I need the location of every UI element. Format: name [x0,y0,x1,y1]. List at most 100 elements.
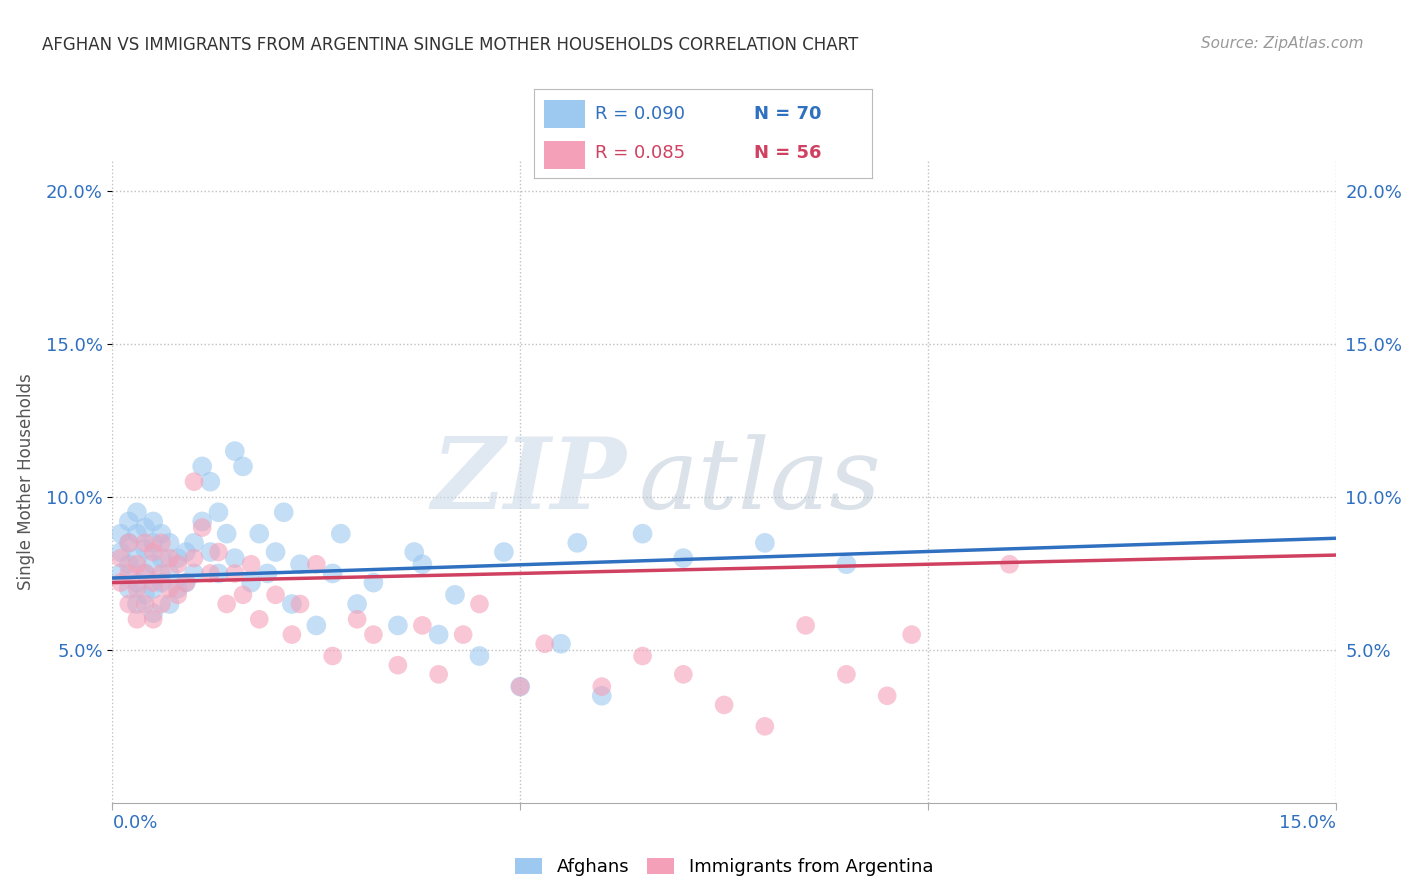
Point [125,505,148,519]
Point [754,536,776,550]
Point [468,597,491,611]
Point [150,575,173,590]
Point [159,566,181,581]
Point [118,536,141,550]
Point [166,582,188,596]
Point [247,526,270,541]
Point [247,612,270,626]
Point [200,545,222,559]
Point [305,618,328,632]
Point [224,444,246,458]
Point [118,515,141,529]
Point [110,575,132,590]
Point [509,680,531,694]
Point [346,597,368,611]
Point [142,515,165,529]
Point [183,536,205,550]
Point [134,566,156,581]
Point [110,551,132,566]
Point [273,505,295,519]
Point [207,545,229,559]
Point [125,551,148,566]
Point [110,526,132,541]
Text: R = 0.090: R = 0.090 [595,105,685,123]
Text: Source: ZipAtlas.com: Source: ZipAtlas.com [1201,36,1364,51]
Text: N = 56: N = 56 [754,145,821,162]
Point [631,648,654,663]
Point [125,612,148,626]
Text: R = 0.085: R = 0.085 [595,145,685,162]
Point [166,558,188,572]
Point [232,459,254,474]
Point [174,575,197,590]
Point [288,597,311,611]
Point [150,536,173,550]
Point [256,566,278,581]
Point [215,597,238,611]
Point [142,575,165,590]
Point [125,597,148,611]
Point [150,551,173,566]
Point [207,505,229,519]
Text: 15.0%: 15.0% [1278,814,1336,832]
Point [509,680,531,694]
Point [411,558,433,572]
Point [142,606,165,620]
Text: 0.0%: 0.0% [112,814,157,832]
Point [224,566,246,581]
Point [118,536,141,550]
Point [451,627,474,641]
Point [191,520,214,534]
Text: ZIP: ZIP [432,434,626,530]
Point [134,566,156,581]
Point [900,627,922,641]
Text: N = 70: N = 70 [754,105,821,123]
Point [672,667,695,681]
Point [672,551,695,566]
Point [110,566,132,581]
Point [142,582,165,596]
Point [191,459,214,474]
Point [134,536,156,550]
Point [134,588,156,602]
Point [134,541,156,556]
Point [125,526,148,541]
Point [631,526,654,541]
Text: AFGHAN VS IMMIGRANTS FROM ARGENTINA SINGLE MOTHER HOUSEHOLDS CORRELATION CHART: AFGHAN VS IMMIGRANTS FROM ARGENTINA SING… [42,36,859,54]
Bar [544,141,585,169]
Point [998,558,1021,572]
Point [444,588,467,602]
Point [200,566,222,581]
Point [125,575,148,590]
Point [288,558,311,572]
Point [240,558,263,572]
Point [468,648,491,663]
Point [363,575,385,590]
Point [224,551,246,566]
Point [166,588,188,602]
Point [794,618,817,632]
Point [150,526,173,541]
Point [567,536,589,550]
Point [159,536,181,550]
Point [150,566,173,581]
Point [550,637,572,651]
Point [174,545,197,559]
Point [142,612,165,626]
Point [118,558,141,572]
Point [835,558,858,572]
Point [281,627,304,641]
Point [200,475,222,489]
Point [118,566,141,581]
Point [183,475,205,489]
Point [322,648,344,663]
Point [142,545,165,559]
Point [191,515,214,529]
Point [174,575,197,590]
Point [183,566,205,581]
Point [322,566,344,581]
Point [264,545,287,559]
Point [533,637,555,651]
Point [591,689,613,703]
Point [232,588,254,602]
